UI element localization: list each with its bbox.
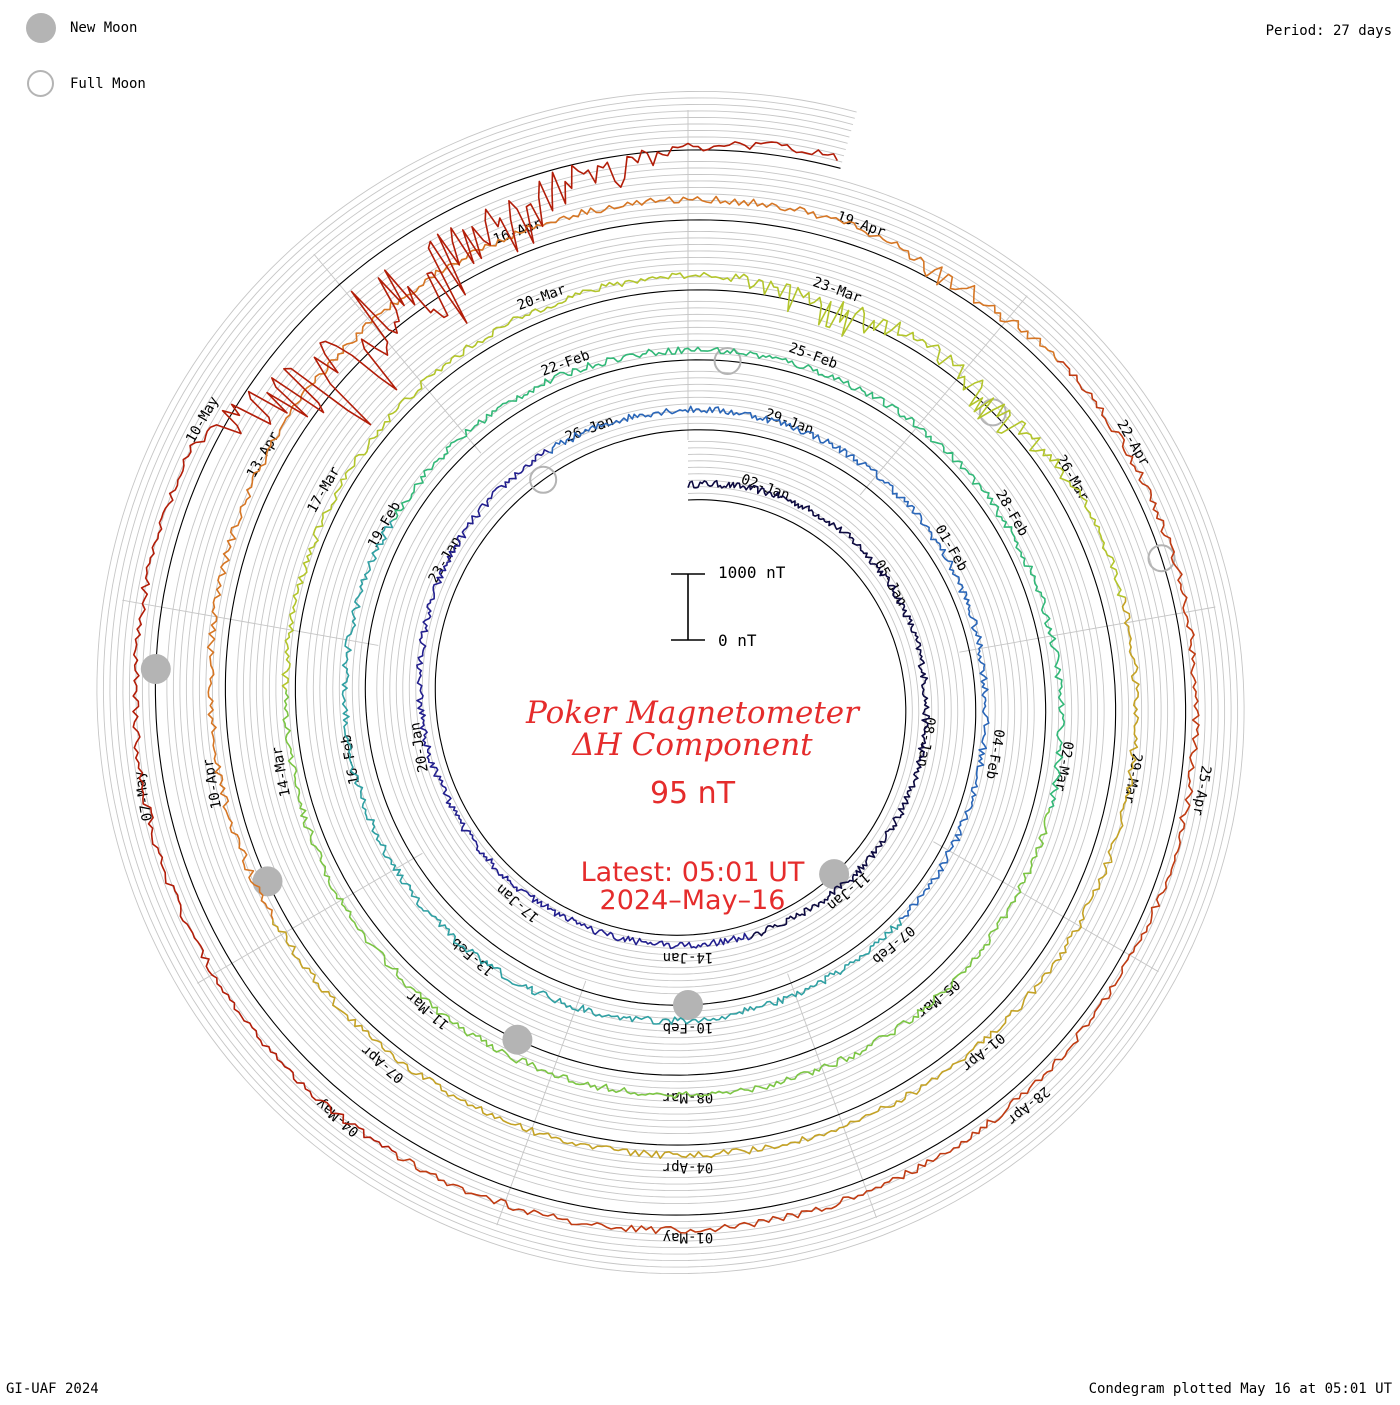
footer-plot-time: Condegram plotted May 16 at 05:01 UT xyxy=(1088,1381,1392,1397)
new-moon-marker xyxy=(252,866,283,897)
grid-spiral xyxy=(128,123,1213,1242)
grid-spoke xyxy=(197,852,423,984)
full-moon-marker xyxy=(1147,544,1176,573)
grid-spiral xyxy=(96,90,1245,1275)
grid-spoke xyxy=(313,253,482,454)
date-label: 20-Jan xyxy=(407,721,432,774)
grid-spiral xyxy=(148,142,1193,1223)
reference-spiral-layer xyxy=(154,149,1187,1216)
date-label: 19-Feb xyxy=(365,499,404,551)
date-label: 01-May xyxy=(663,1229,714,1245)
magnetometer-trace xyxy=(272,597,1140,1159)
magnetometer-trace xyxy=(548,405,990,920)
magnetometer-trace xyxy=(687,479,931,940)
date-label: 11-Mar xyxy=(403,988,452,1033)
new-moon-marker xyxy=(819,859,850,890)
scale-bar xyxy=(671,573,705,641)
grid-spoke xyxy=(496,980,587,1226)
magnetometer-trace xyxy=(281,271,1126,691)
full-moon-marker xyxy=(713,347,742,375)
full-moon-label: Full Moon xyxy=(70,75,146,92)
date-label: 25-Apr xyxy=(1189,764,1214,817)
magnetometer-trace xyxy=(132,141,839,1154)
period-label: Period: 27 days xyxy=(1265,23,1392,39)
new-moon-marker xyxy=(673,990,703,1020)
latest-time: Latest: 05:01 UT xyxy=(580,857,805,888)
scale-bottom-label: 0 nT xyxy=(718,631,757,650)
date-label: 14-Jan xyxy=(663,949,714,965)
chart-title: Poker Magnetometer xyxy=(526,695,859,731)
grid-spiral xyxy=(122,116,1219,1249)
grid-spiral xyxy=(109,103,1232,1262)
full-moon-marker xyxy=(529,465,558,494)
magnetometer-trace xyxy=(341,519,902,1025)
date-label: 04-Feb xyxy=(982,728,1007,781)
latest-date: 2024–May–16 xyxy=(599,885,786,916)
reference-spiral xyxy=(154,149,1187,1216)
current-value: 95 nT xyxy=(649,776,736,811)
date-label: 08-Mar xyxy=(663,1089,714,1105)
date-label: 10-May xyxy=(183,394,222,446)
grid-spoke xyxy=(122,599,379,646)
magnetometer-trace xyxy=(206,195,1058,920)
full-moon-icon xyxy=(27,70,54,97)
magnetometer-trace xyxy=(282,689,1050,1099)
legend-new-moon: New Moon xyxy=(26,13,137,43)
new-moon-icon xyxy=(26,13,56,43)
magnetometer-trace xyxy=(392,346,1066,809)
magnetometer-trace xyxy=(395,360,1200,1235)
date-label: 10-Feb xyxy=(663,1019,714,1035)
grid-spoke xyxy=(933,841,1159,973)
grid-spoke xyxy=(959,606,1216,653)
grid-spoke xyxy=(787,973,877,1219)
date-label: 29-Mar xyxy=(1120,752,1145,805)
legend-full-moon: Full Moon xyxy=(26,70,146,97)
data-trace-layer xyxy=(132,141,1200,1235)
date-label: 04-Apr xyxy=(663,1159,714,1175)
footer-credit: GI-UAF 2024 xyxy=(6,1381,99,1397)
chart-subtitle: ΔH Component xyxy=(572,727,813,763)
grid-spiral xyxy=(102,97,1239,1268)
new-moon-marker xyxy=(502,1024,533,1055)
new-moon-label: New Moon xyxy=(70,20,138,36)
magnetometer-trace xyxy=(416,449,751,950)
new-moon-marker xyxy=(140,654,171,684)
grid-spoke xyxy=(859,295,1028,496)
grid-spiral xyxy=(115,110,1226,1255)
scale-top-label: 1000 nT xyxy=(718,563,786,582)
date-label: 04-May xyxy=(313,1095,362,1140)
